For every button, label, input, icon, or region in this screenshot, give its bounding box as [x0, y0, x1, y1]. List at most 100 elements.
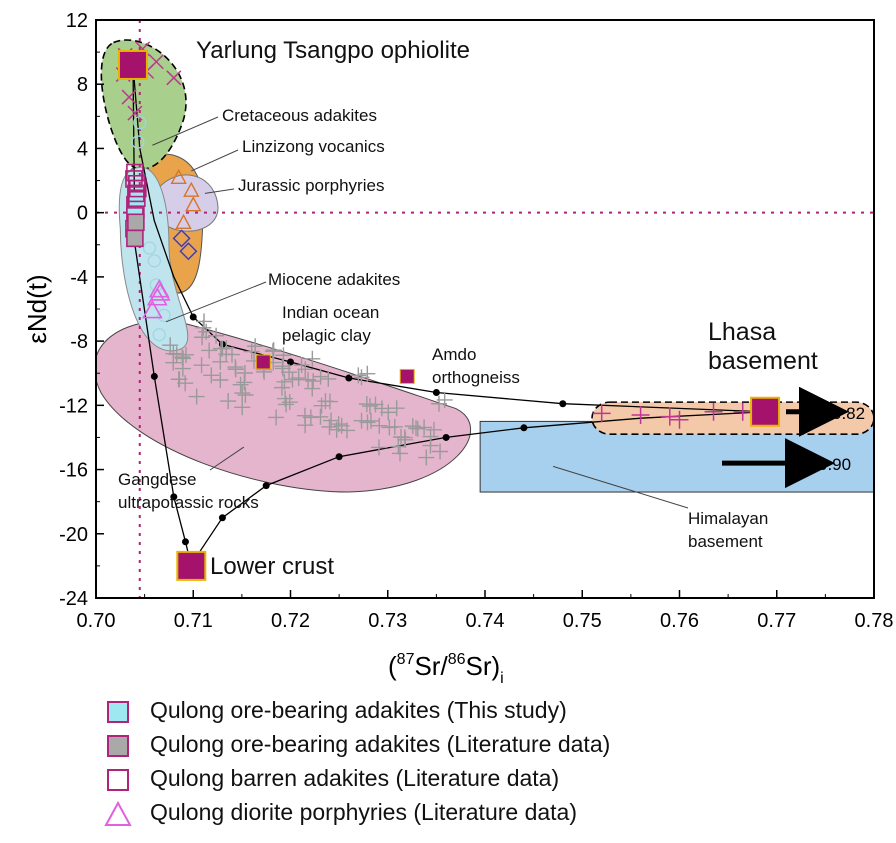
endmembers: [117, 49, 781, 581]
x-axis-label: (87Sr/86Sr)i: [388, 651, 504, 687]
ultrapotassic-cross-marker: [265, 342, 282, 359]
legend-item: Qulong diorite porphyries (Literature da…: [100, 796, 890, 830]
ultrapotassic-cross-marker: [198, 323, 215, 340]
annotations: 0.82 0.90 Cretaceous adakites Linzizong voc…: [118, 37, 865, 580]
axes: 0.70 0.71 0.72 0.73 0.74 0.75 0.76 0.77 0.78 12 8 4…: [22, 10, 893, 687]
ultrapotassic-cross-marker: [416, 419, 433, 436]
annotation-miocene-adakites: Miocene adakites: [268, 270, 400, 289]
x-tick-label: 0.75: [563, 610, 602, 632]
series-2-square-marker: [125, 170, 143, 188]
ophiolite-x-marker: [166, 70, 182, 86]
miocene-circle-marker: [133, 116, 147, 130]
lhasa-plus-marker: [592, 404, 611, 423]
x-axis-label-sup: 87: [397, 651, 415, 668]
ultrapotassic-cross-marker: [212, 340, 229, 357]
y-tick-label: -20: [59, 524, 88, 546]
y-tick-label: 12: [66, 10, 88, 32]
annotation-indian-ocean: Indian ocean: [282, 303, 379, 322]
ultrapotassic-cross-marker: [339, 422, 356, 439]
mixing-curves: [132, 64, 766, 567]
ultrapotassic-cross-marker: [275, 347, 292, 364]
ultrapotassic-cross-marker: [177, 346, 194, 363]
annotation-lhasa-basement: basement: [708, 347, 818, 375]
ultrapotassic-cross-marker: [234, 399, 251, 416]
ultrapotassic-cross-marker: [208, 327, 225, 344]
ultrapotassic-cross-marker: [293, 357, 310, 374]
jurassic-diamond-marker: [172, 229, 191, 248]
mixing-curve-dot: [432, 388, 440, 396]
ultrapotassic-cross-marker: [425, 421, 442, 438]
series-2-square-marker: [127, 184, 145, 203]
y-tick-label: -24: [59, 588, 88, 610]
x-axis-label-part: (: [388, 651, 397, 681]
ultrapotassic-cross-marker: [201, 342, 218, 359]
mixing-curve-dot: [189, 313, 197, 321]
series-3-triangle-marker: [142, 299, 163, 319]
ophiolite-x-marker: [148, 54, 164, 70]
annotation-pelagic-clay: pelagic clay: [282, 326, 371, 345]
mixing-curve-dot: [181, 538, 189, 546]
series-1-square-marker: [126, 229, 144, 248]
y-tick-label: -12: [59, 395, 88, 417]
small-endmember-square-marker: [255, 354, 271, 370]
x-tick-label: 0.73: [368, 610, 407, 632]
ultrapotassic-cross-marker: [362, 398, 379, 415]
y-tick-label: 4: [77, 138, 88, 160]
ultrapotassic-cross-marker: [284, 371, 301, 388]
mixing-curve-dot: [170, 493, 178, 501]
ultrapotassic-cross-marker: [277, 390, 294, 407]
ultrapotassic-cross-marker: [350, 367, 367, 384]
ophiolite-x-marker: [121, 89, 137, 105]
annotation-linzizong-vocanics: Linzizong vocanics: [242, 137, 385, 156]
legend: Qulong ore-bearing adakites (This study)…: [100, 694, 890, 830]
ultrapotassic-cross-marker: [432, 443, 449, 460]
x-tick-label: 0.76: [660, 610, 699, 632]
miocene-circle-marker: [152, 328, 166, 342]
x-axis-label-part: Sr/: [414, 651, 448, 681]
ultrapotassic-cross-marker: [243, 343, 260, 360]
leader-line: [204, 188, 235, 194]
jurassic-diamond-marker: [179, 242, 198, 261]
ultrapotassic-cross-marker: [305, 373, 322, 390]
annotation-yarlung-tsangpo-ophiolite: Yarlung Tsangpo ophiolite: [196, 37, 470, 64]
ultrapotassic-cross-marker: [297, 361, 314, 378]
y-axis-label: εNd(t): [22, 274, 52, 343]
gray-square-marker-icon: [107, 735, 129, 757]
legend-label: Qulong diorite porphyries (Literature da…: [150, 799, 578, 825]
miocene-circle-marker: [142, 241, 157, 255]
series-1-square-marker: [127, 213, 145, 232]
ultrapotassic-cross-marker: [268, 409, 285, 426]
x-tick-label: 0.70: [77, 610, 116, 632]
ultrapotassic-cross-marker: [195, 319, 212, 336]
ultrapotassic-cross-marker: [359, 414, 376, 431]
linzizong-triangle-marker: [183, 181, 200, 197]
x-tick-label: 0.71: [174, 610, 213, 632]
legend-label: Qulong barren adakites (Literature data): [150, 765, 560, 791]
ultrapotassic-cross-marker: [371, 417, 388, 434]
ultrapotassic-cross-marker: [317, 393, 334, 410]
ultrapotassic-cross-marker: [373, 400, 390, 417]
series-2-square-marker: [128, 174, 146, 193]
annotation-orthogneiss: orthogneiss: [432, 368, 520, 387]
ultrapotassic-cross-marker: [380, 404, 397, 421]
ultrapotassic-cross-marker: [381, 419, 398, 436]
y-tick-label: -4: [70, 267, 88, 289]
linzizong-triangle-marker: [170, 168, 187, 185]
miocene-circle-marker: [157, 308, 171, 323]
y-tick-label: 0: [77, 203, 88, 225]
annotation-cretaceous-adakites: Cretaceous adakites: [222, 106, 377, 125]
small-endmember-square-marker: [399, 368, 415, 384]
legend-item: Qulong barren adakites (Literature data): [100, 762, 890, 796]
series-3-triangle-marker: [149, 282, 171, 301]
ultrapotassic-cross-marker: [188, 388, 205, 405]
ultrapotassic-cross-marker: [304, 380, 321, 397]
reference-lines: [96, 20, 874, 598]
ultrapotassic-cross-marker: [418, 449, 435, 466]
annotation-himalayan-basement: basement: [688, 532, 763, 551]
y-tick-label: -16: [59, 460, 88, 482]
lhasa-plus-marker: [733, 402, 752, 421]
lhasa-plus-marker: [631, 405, 650, 424]
ultrapotassic-cross-marker: [404, 418, 421, 435]
ultrapotassic-cross-marker: [236, 365, 253, 382]
leader-line: [152, 116, 219, 146]
